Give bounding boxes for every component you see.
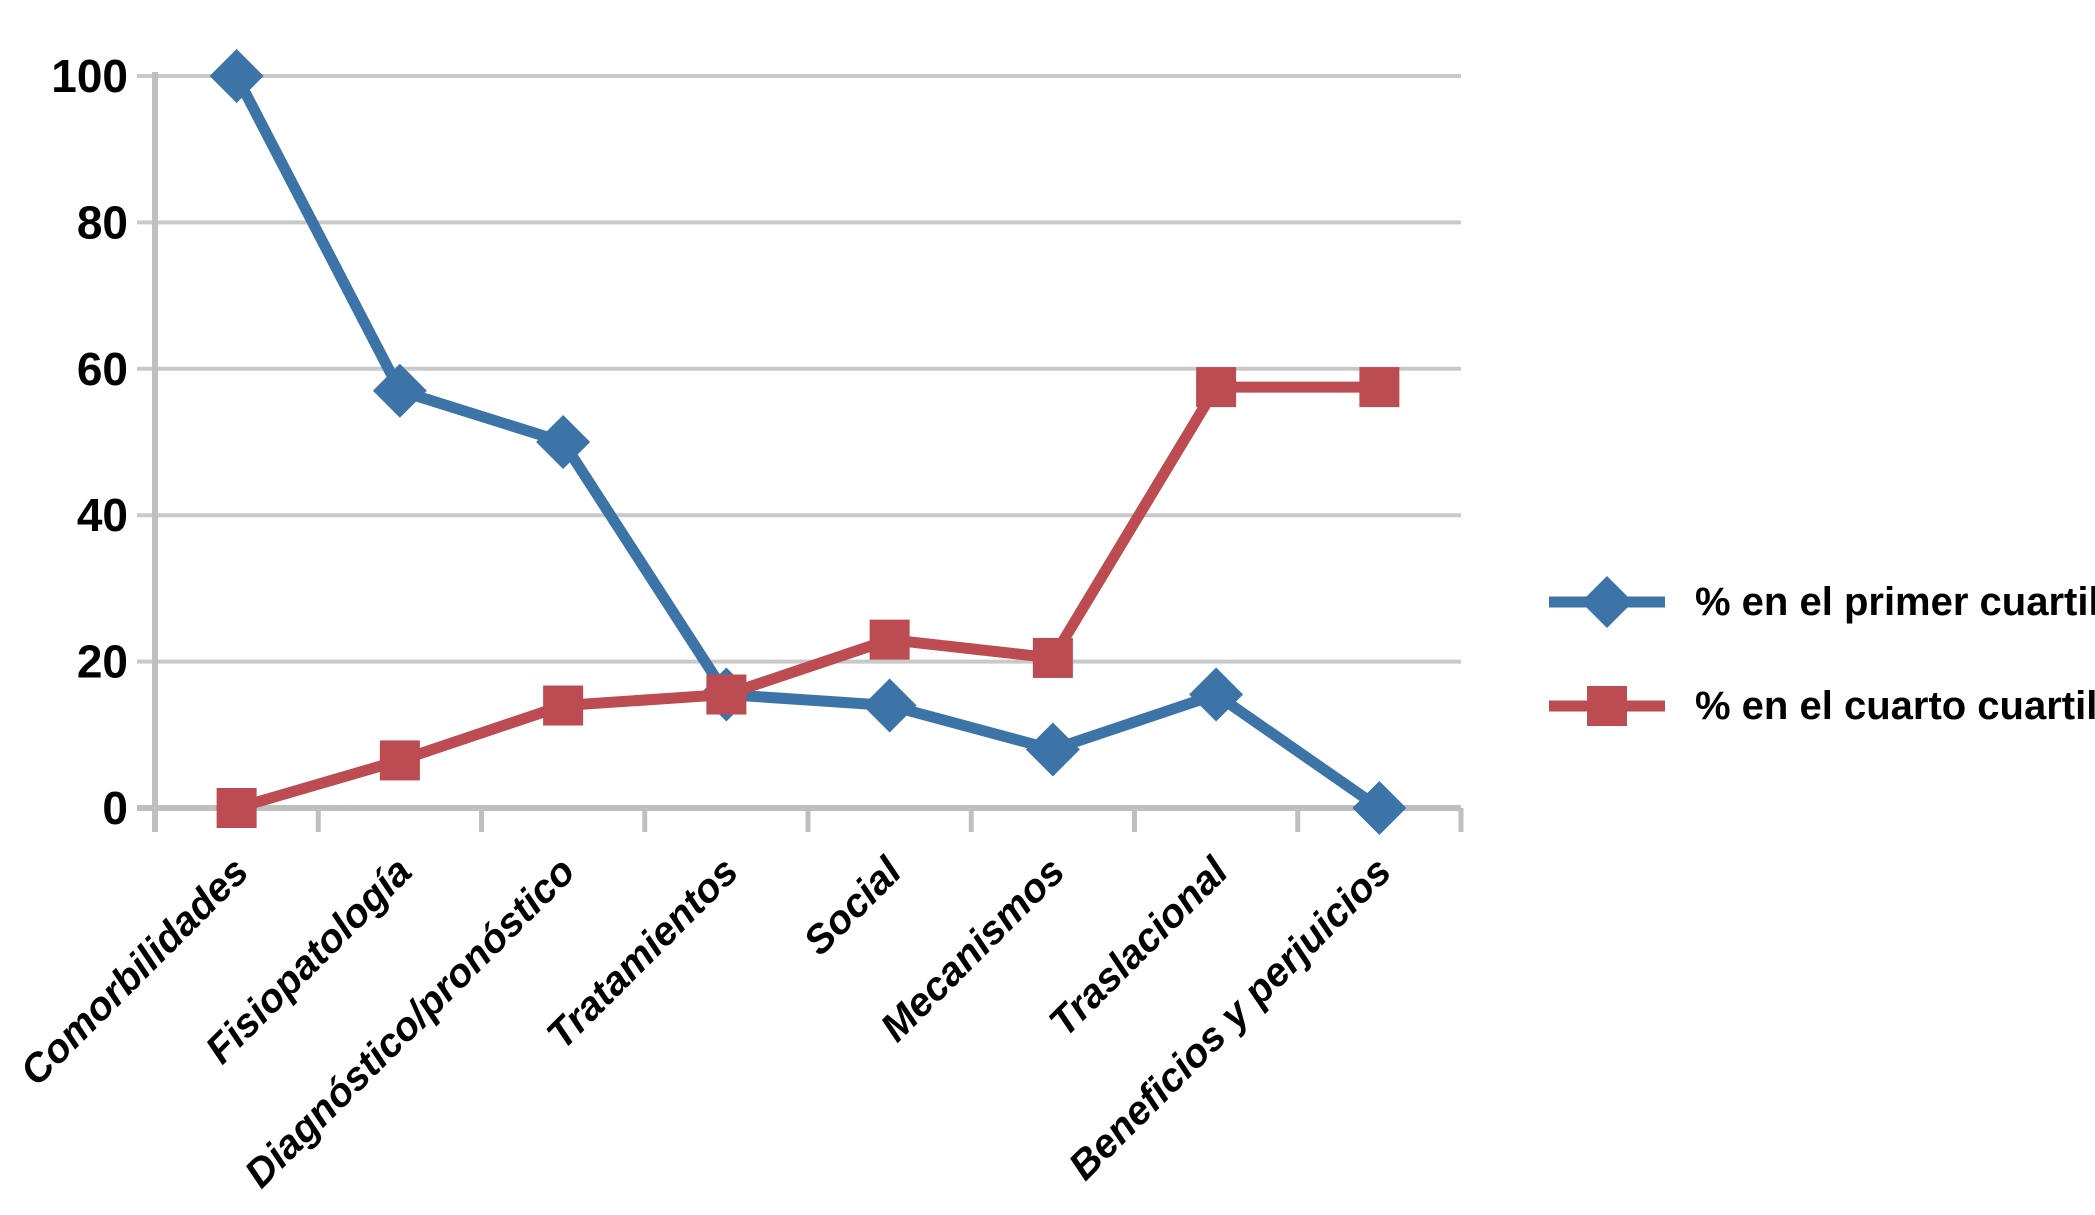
data-point-marker	[1352, 781, 1407, 835]
square-marker-icon	[1549, 686, 1665, 726]
data-point-marker	[379, 740, 420, 781]
data-point-marker	[869, 619, 910, 660]
y-tick-label: 80	[77, 196, 128, 248]
x-category-label: Social	[796, 849, 911, 964]
y-tick-label: 20	[77, 636, 128, 688]
diamond-marker-icon	[1549, 576, 1665, 628]
legend-label-cuarto-cuartil: % en el cuarto cuartil	[1695, 683, 2095, 728]
data-point-marker	[1359, 367, 1400, 408]
legend-item-cuarto-cuartil: % en el cuarto cuartil	[1545, 668, 2095, 744]
series-line-1	[231, 381, 1385, 814]
data-point-marker	[706, 674, 747, 715]
data-point-marker	[536, 415, 591, 469]
y-tick-label: 0	[102, 782, 128, 834]
y-tick-label: 100	[51, 50, 128, 102]
data-point-marker	[372, 363, 427, 418]
legend: % en el primer cuartil % en el cuarto cu…	[1545, 552, 2095, 744]
y-tick-label: 40	[77, 489, 128, 541]
data-point-marker	[543, 685, 584, 726]
data-point-marker	[1032, 637, 1073, 678]
data-point-marker	[862, 678, 917, 733]
data-point-marker	[1025, 722, 1080, 777]
data-point-marker	[216, 788, 257, 828]
y-tick-label: 60	[77, 343, 128, 395]
data-point-marker	[1189, 667, 1244, 722]
legend-item-primer-cuartil: % en el primer cuartil	[1545, 564, 2095, 640]
x-category-label: Beneficios y perjuicios	[1061, 849, 1400, 1188]
legend-label-primer-cuartil: % en el primer cuartil	[1695, 579, 2095, 624]
data-point-marker	[209, 49, 264, 103]
x-category-label: Diagnóstico/pronóstico	[237, 849, 584, 1196]
series-line-0	[231, 70, 1385, 814]
data-point-marker	[1196, 367, 1237, 408]
